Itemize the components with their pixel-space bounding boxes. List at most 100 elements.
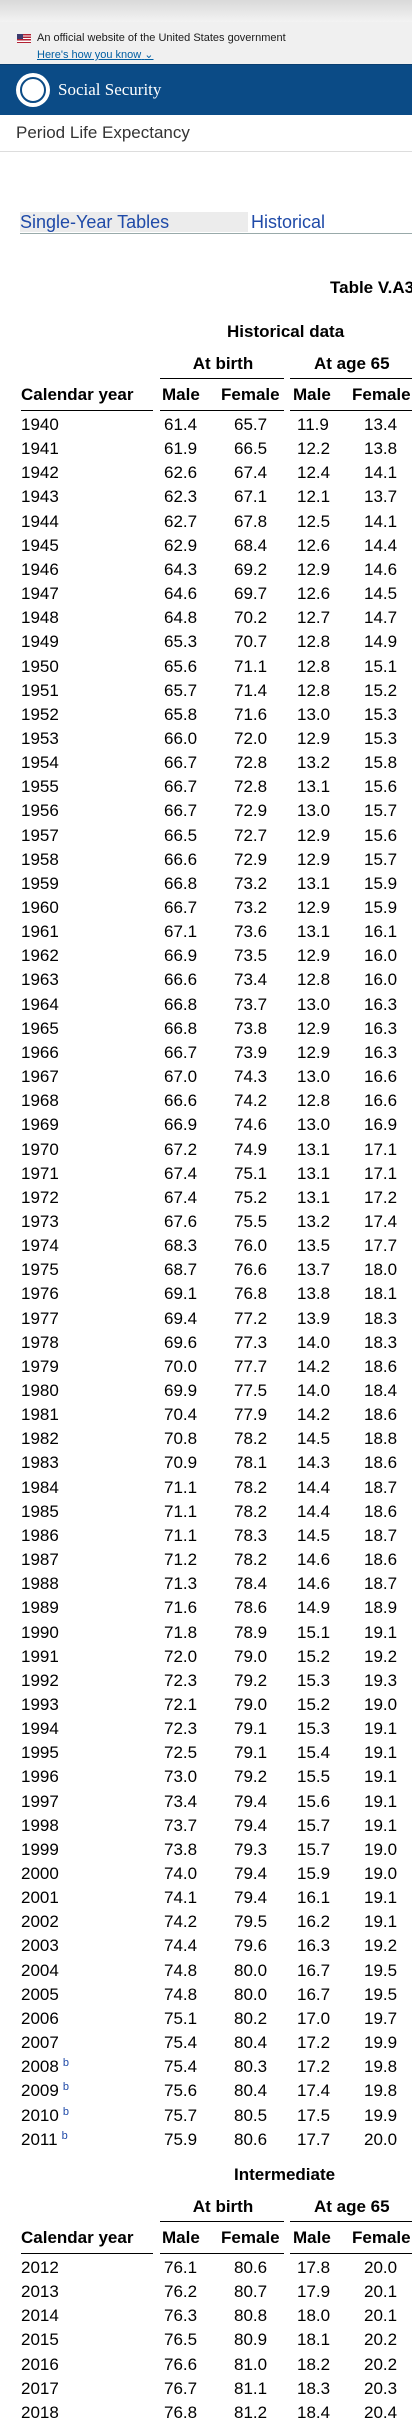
- female-at-65-cell: 17.4: [364, 1211, 398, 1231]
- male-at-65-cell: 15.5: [297, 1767, 331, 1787]
- male-at-65-cell: 14.4: [297, 1477, 331, 1497]
- female-at-65-cell: 18.3: [364, 1332, 398, 1352]
- female-at-65-cell: 19.1: [364, 1719, 398, 1739]
- table-row: 1942 62.6 67.4 12.4 14.1: [0, 462, 412, 486]
- table-row: 1945 62.9 68.4 12.6 14.4: [0, 535, 412, 559]
- year-cell: 1952: [21, 704, 59, 724]
- male-at-birth-cell: 71.3: [164, 1574, 198, 1594]
- table-row: 1995 72.5 79.1 15.4 19.1: [0, 1742, 412, 1766]
- male-at-birth-cell: 76.7: [164, 2378, 198, 2398]
- female-at-birth-cell: 80.6: [234, 2258, 268, 2277]
- male-at-65-cell: 11.9: [297, 415, 329, 434]
- table-row: 1940 61.4 65.7 11.9 13.4: [0, 414, 412, 438]
- table-row: 2017 76.7 81.1 18.3 20.3: [0, 2378, 412, 2402]
- male-at-65-cell: 14.2: [297, 1405, 331, 1425]
- female-at-birth-cell: 75.2: [234, 1187, 268, 1207]
- us-flag-icon: [17, 34, 31, 43]
- male-at-birth-cell: 66.9: [164, 1115, 198, 1135]
- table-row: 1979 70.0 77.7 14.2 18.6: [0, 1356, 412, 1380]
- year-cell: 1948: [21, 608, 59, 628]
- male-at-birth-cell: 71.1: [164, 1477, 198, 1497]
- table-row: 2011 b 75.9 80.6 17.7 20.0: [0, 2129, 412, 2153]
- table-row: 2000 74.0 79.4 15.9 19.0: [0, 1863, 412, 1887]
- footnote-link[interactable]: b: [62, 2081, 69, 2094]
- female-at-birth-cell: 71.1: [234, 656, 268, 676]
- female-at-birth-cell: 72.7: [234, 825, 268, 845]
- male-at-65-cell: 13.1: [297, 1163, 331, 1183]
- male-at-birth-cell: 68.7: [164, 1260, 198, 1280]
- male-at-65-cell: 13.1: [297, 873, 331, 893]
- year-cell: 1990: [21, 1622, 59, 1642]
- female-at-65-cell: 19.1: [364, 1912, 398, 1932]
- female-header: Female: [352, 2228, 411, 2247]
- year-cell: 1994: [21, 1719, 59, 1739]
- female-at-65-cell: 20.1: [364, 2282, 398, 2302]
- table-row: 1969 66.9 74.6 13.0 16.9: [0, 1114, 412, 1138]
- year-cell: 2012: [21, 2258, 59, 2277]
- year-cell: 1942: [21, 463, 59, 483]
- year-cell: 1980: [21, 1381, 59, 1400]
- year-cell: 1959: [21, 873, 59, 893]
- year-cell: 1973: [21, 1211, 59, 1231]
- ssa-seal-logo[interactable]: [16, 73, 50, 107]
- group-underline: [290, 2221, 412, 2222]
- female-at-65-cell: 16.3: [364, 994, 398, 1014]
- tab-historical[interactable]: Historical: [251, 212, 326, 232]
- table-row: 1951 65.7 71.4 12.8 15.2: [0, 680, 412, 704]
- table-row: 2004 74.8 80.0 16.7 19.5: [0, 1960, 412, 1984]
- year-cell: 2002: [21, 1912, 59, 1932]
- year-cell: 2001: [21, 1888, 59, 1908]
- male-at-birth-cell: 62.6: [164, 463, 198, 483]
- male-at-birth-cell: 66.8: [164, 1018, 198, 1038]
- agency-name[interactable]: Social Security: [58, 80, 162, 99]
- footnote-link[interactable]: b: [61, 2129, 68, 2142]
- male-at-65-cell: 17.2: [297, 2033, 331, 2053]
- female-at-birth-cell: 77.5: [234, 1381, 268, 1400]
- tab-single-year-tables[interactable]: Single-Year Tables: [20, 212, 248, 232]
- female-at-birth-cell: 78.6: [234, 1598, 268, 1618]
- female-at-65-cell: 13.8: [364, 439, 398, 459]
- male-at-birth-cell: 65.6: [164, 656, 198, 676]
- year-cell: 2005: [21, 1984, 59, 2004]
- male-at-birth-cell: 65.7: [164, 680, 198, 700]
- female-at-65-cell: 18.9: [364, 1598, 398, 1618]
- table-row: 2002 74.2 79.5 16.2 19.1: [0, 1911, 412, 1935]
- male-at-65-cell: 17.7: [297, 2129, 331, 2149]
- gov-banner: An official website of the United States…: [0, 22, 412, 64]
- female-at-birth-cell: 80.8: [234, 2306, 268, 2326]
- male-at-65-cell: 13.2: [297, 1211, 331, 1231]
- year-cell: 1981: [21, 1405, 59, 1425]
- table-row: 2014 76.3 80.8 18.0 20.1: [0, 2305, 412, 2329]
- male-at-65-cell: 16.7: [297, 1960, 331, 1980]
- male-at-birth-cell: 71.1: [164, 1525, 198, 1545]
- footnote-link[interactable]: b: [62, 2105, 69, 2118]
- female-at-birth-cell: 73.2: [234, 898, 268, 917]
- footnote-link[interactable]: b: [62, 2057, 69, 2070]
- female-at-65-cell: 13.7: [364, 487, 398, 507]
- table-row: 1994 72.3 79.1 15.3 19.1: [0, 1718, 412, 1742]
- female-at-birth-cell: 81.1: [234, 2378, 268, 2398]
- female-at-birth-cell: 72.8: [234, 777, 268, 797]
- year-cell: 2017: [21, 2378, 59, 2398]
- male-at-birth-cell: 65.8: [164, 704, 198, 724]
- year-cell: 1979: [21, 1356, 59, 1376]
- male-at-65-cell: 12.8: [297, 970, 331, 990]
- female-at-birth-cell: 76.0: [234, 1236, 268, 1256]
- female-at-birth-cell: 79.5: [234, 1912, 268, 1932]
- male-at-65-cell: 18.0: [297, 2306, 331, 2326]
- how-you-know-link[interactable]: Here's how you know ⌄: [37, 48, 154, 61]
- female-at-65-cell: 14.9: [364, 632, 398, 652]
- female-at-birth-cell: 80.6: [234, 2129, 268, 2149]
- male-at-65-cell: 18.4: [297, 2402, 331, 2422]
- female-at-65-cell: 19.1: [364, 1622, 398, 1642]
- year-cell: 1945: [21, 535, 59, 555]
- table-row: 1972 67.4 75.2 13.1 17.2: [0, 1187, 412, 1211]
- year-cell: 2010 b: [21, 2105, 69, 2125]
- female-at-65-cell: 19.0: [364, 1839, 398, 1859]
- year-cell: 1947: [21, 584, 59, 604]
- male-at-65-cell: 13.9: [297, 1308, 331, 1328]
- table-row: 1949 65.3 70.7 12.8 14.9: [0, 631, 412, 655]
- table-row: 1993 72.1 79.0 15.2 19.0: [0, 1694, 412, 1718]
- year-cell: 1967: [21, 1067, 59, 1087]
- male-header: Male: [293, 385, 331, 404]
